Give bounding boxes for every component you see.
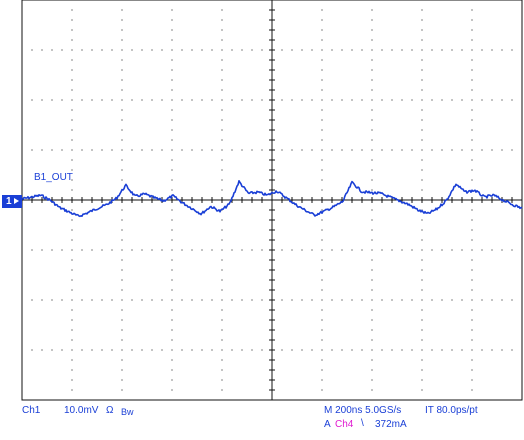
interpolation-readout: IT 80.0ps/pt xyxy=(425,405,478,416)
trigger-prefix: A xyxy=(324,419,331,430)
trace-label: B1_OUT xyxy=(34,172,73,183)
waveform-trace xyxy=(22,180,523,218)
channel-1-marker[interactable]: 1 xyxy=(2,195,22,208)
channel-readout[interactable]: Ch1 xyxy=(22,405,41,416)
trigger-channel[interactable]: Ch4 xyxy=(335,419,354,430)
volts-per-div-readout: 10.0mV xyxy=(64,405,99,416)
graticule xyxy=(21,0,523,401)
trigger-slope-icon: \ xyxy=(361,418,364,429)
channel-marker-label: 1 xyxy=(6,196,12,207)
marker-arrow-icon xyxy=(14,198,19,204)
timebase-readout[interactable]: M 200ns 5.0GS/s xyxy=(324,405,402,416)
bandwidth-limit-badge: Bw xyxy=(121,407,134,417)
trace-line xyxy=(22,180,523,218)
trigger-level-readout[interactable]: 372mA xyxy=(375,419,407,430)
impedance-icon: Ω xyxy=(106,405,114,416)
